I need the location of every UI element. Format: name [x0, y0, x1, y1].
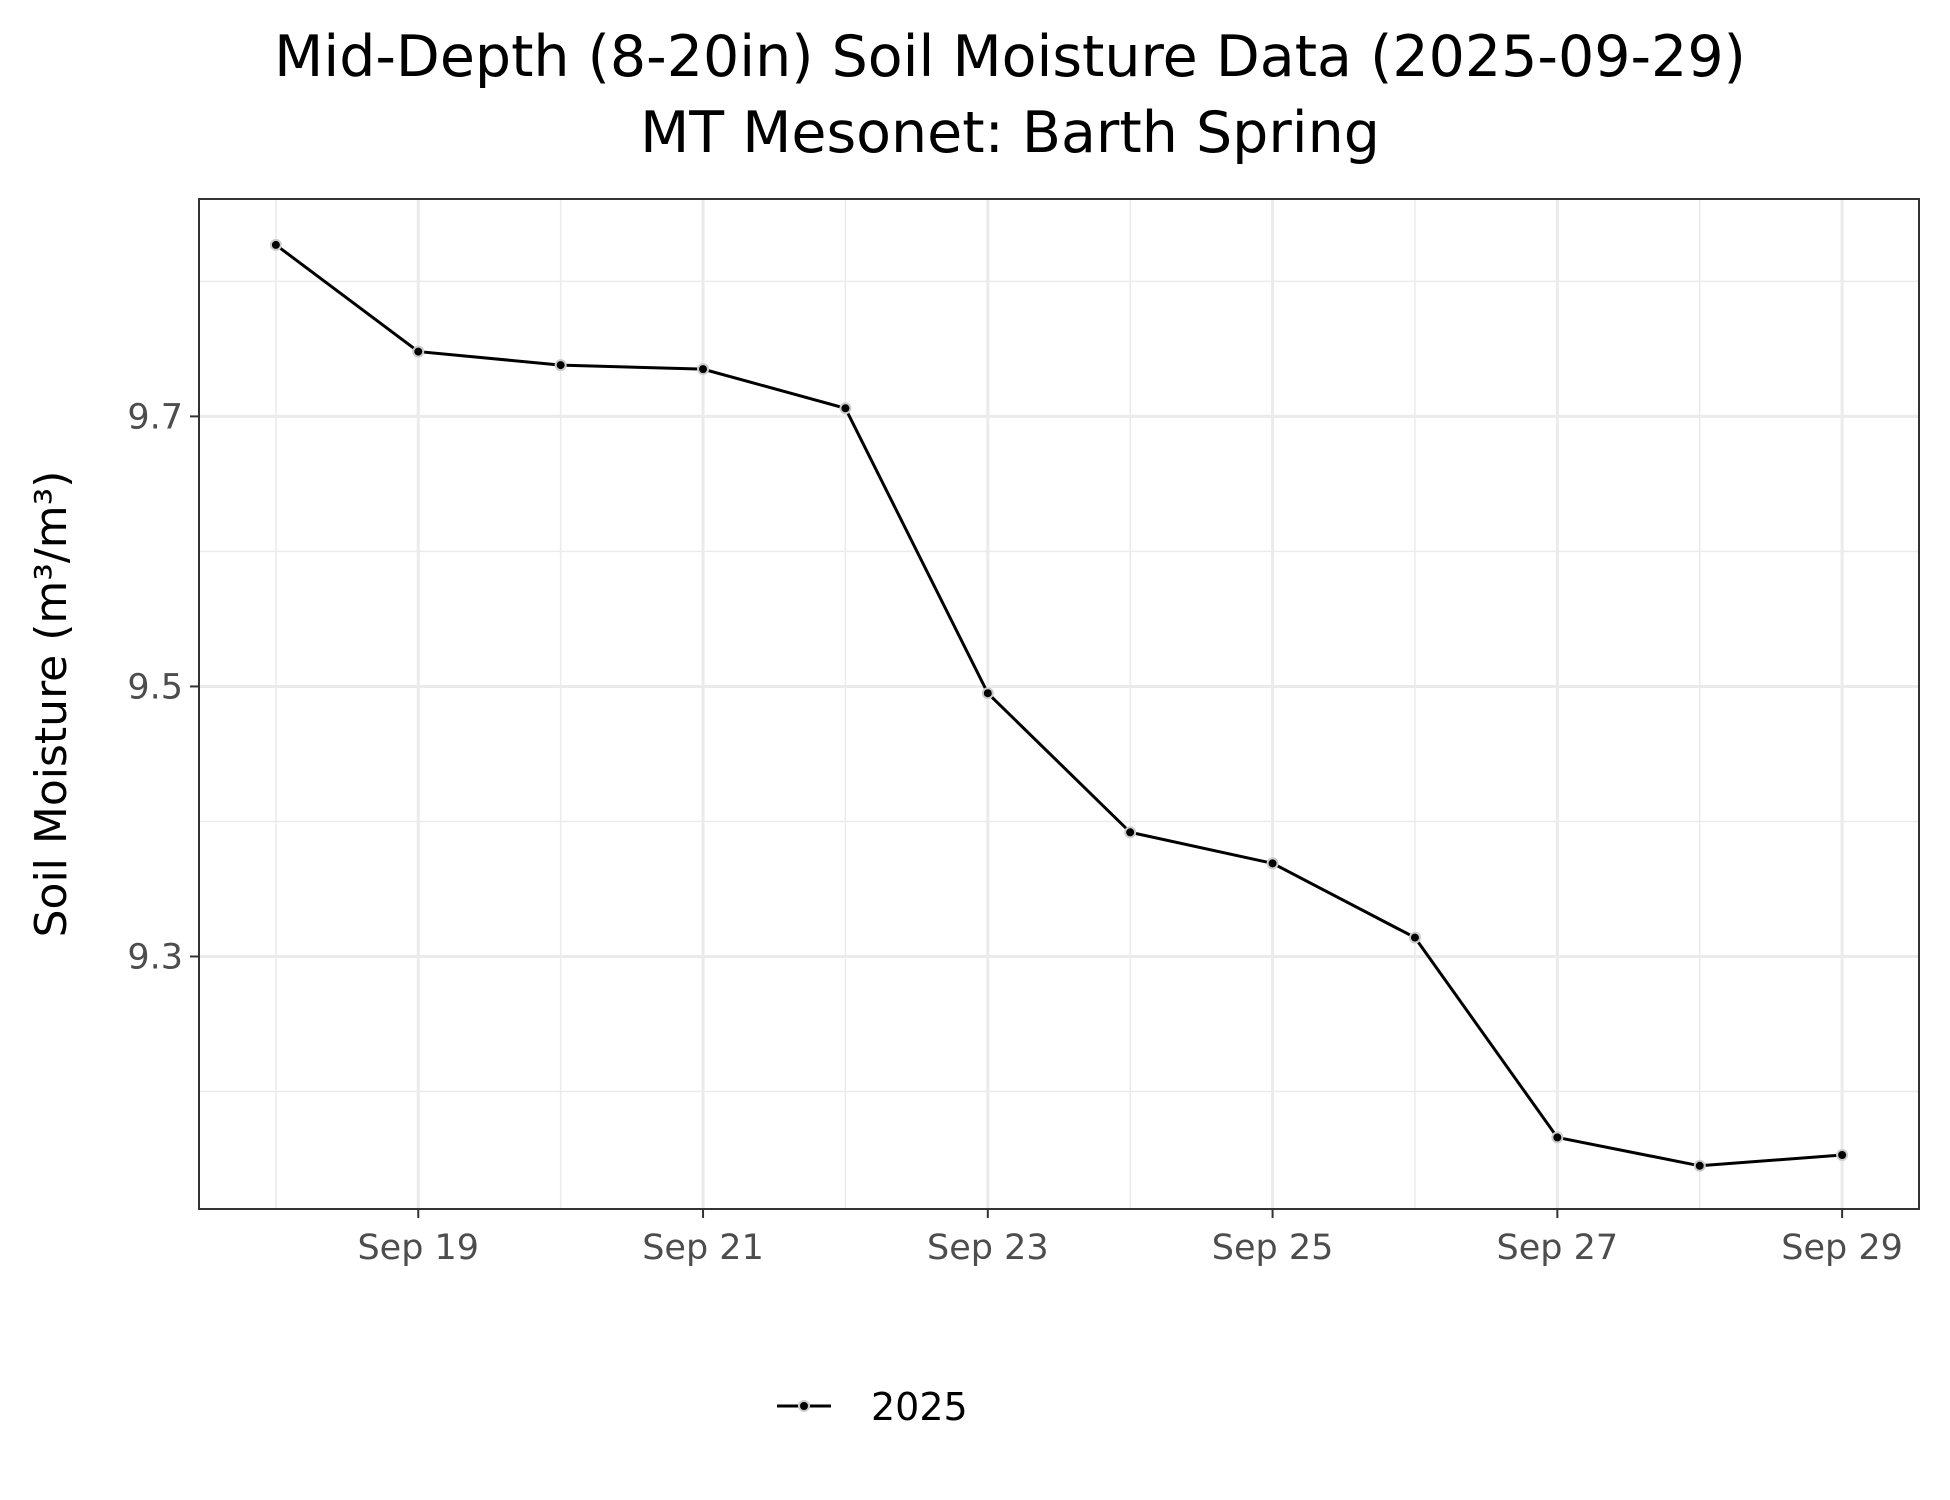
- data-point: [1551, 1131, 1564, 1144]
- data-point: [412, 345, 425, 358]
- x-tick-label: Sep 25: [1212, 1228, 1334, 1268]
- data-point: [839, 402, 852, 415]
- chart-subtitle: MT Mesonet: Barth Spring: [640, 100, 1380, 166]
- data-point: [269, 238, 282, 251]
- plot-panel-border: [198, 198, 1920, 1210]
- series-2025: [269, 238, 1849, 1172]
- data-point: [1408, 931, 1421, 944]
- data-point: [1836, 1148, 1849, 1161]
- y-tick-label: 9.5: [127, 667, 183, 707]
- legend-marker: [798, 1400, 810, 1412]
- axes: Sep 19 Sep 21 Sep 23 Sep 25 Sep 27 Sep 29 9.3 9…: [127, 397, 1903, 1268]
- y-axis-title: Soil Moisture (m³/m³): [26, 471, 77, 938]
- chart-title: Mid-Depth (8-20in) Soil Moisture Data (2…: [274, 24, 1746, 90]
- data-point: [1693, 1159, 1706, 1172]
- x-tick-label: Sep 23: [927, 1228, 1049, 1268]
- legend: 2025: [777, 1385, 968, 1429]
- series-line: [274, 243, 1843, 1168]
- x-tick-label: Sep 21: [642, 1228, 764, 1268]
- legend-label-2025: 2025: [871, 1385, 968, 1429]
- y-tick-label: 9.3: [127, 938, 183, 978]
- y-tick-label: 9.7: [127, 397, 183, 437]
- grid: [199, 199, 1919, 1209]
- data-point: [1124, 826, 1137, 839]
- data-point: [554, 359, 567, 372]
- x-tick-label: Sep 27: [1497, 1228, 1619, 1268]
- x-tick-label: Sep 29: [1781, 1228, 1903, 1268]
- data-point: [1266, 857, 1279, 870]
- x-tick-label: Sep 19: [357, 1228, 479, 1268]
- data-point: [697, 363, 710, 376]
- data-point: [981, 687, 994, 700]
